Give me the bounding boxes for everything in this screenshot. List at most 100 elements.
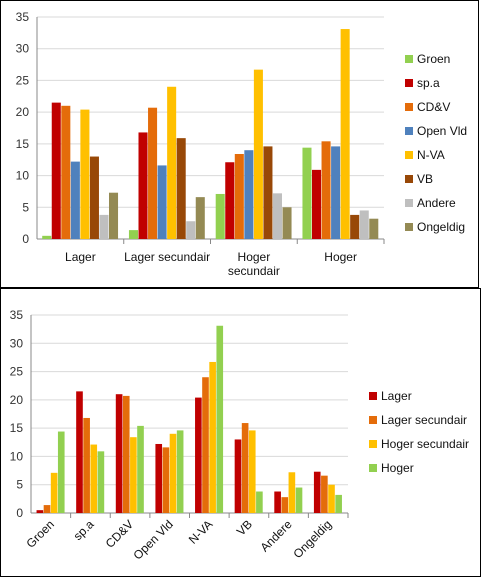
bar-ongeldig-lager-secundair <box>321 475 328 513</box>
bar-lager-cdandv <box>61 105 71 239</box>
y-tick-label: 25 <box>10 365 24 379</box>
chart-panel-by-party: 0 5 10 15 20 25 30 35 Groen sp.a CD&V Open Vld N-VA V… <box>0 288 481 577</box>
bar-hoger-sp-a <box>311 169 322 239</box>
legend-label-hoger-secundair: Hoger secundair <box>381 437 469 451</box>
bar-n-va-hoger-secundair <box>209 361 216 513</box>
bar-sp-a-lager-secundair <box>83 417 90 513</box>
chart-panel-by-education: 0 5 10 15 20 25 30 35 Lager Lager secundair Hoger s… <box>0 0 479 288</box>
bar-hoger-secundair-ongeldig <box>282 207 292 239</box>
bar-lager-n-va <box>80 109 90 239</box>
bar-hoger-secundair-sp-a <box>225 162 235 239</box>
x-tick-label: Groen <box>23 517 56 550</box>
bar-groen-hoger <box>57 431 65 513</box>
legend-swatch-vb <box>405 175 413 183</box>
bar-open-vld-hoger-secundair <box>169 433 177 513</box>
x-tick-label: Hoger <box>324 250 357 264</box>
bar-lager-groen <box>42 235 52 239</box>
y-tick-label: 15 <box>10 421 24 435</box>
bar-n-va-lager <box>195 397 202 513</box>
legend-label-hoger: Hoger <box>381 461 414 475</box>
bar-andere-hoger-secundair <box>288 472 296 513</box>
bar-lager-secundair-vb <box>176 138 186 239</box>
legend-label-andere: Andere <box>417 196 456 210</box>
bar-lager-secundair-open-vld <box>157 165 167 239</box>
y-tick-label: 20 <box>10 393 24 407</box>
x-tick-label: Lager <box>65 250 96 264</box>
x-tick-label: VB <box>234 517 255 538</box>
bar-lager-vb <box>89 156 99 239</box>
legend-swatch-ongeldig <box>405 223 413 231</box>
y-tick-label: 10 <box>10 449 24 463</box>
bar-sp-a-hoger-secundair <box>90 444 98 513</box>
bar-vb-lager <box>234 439 242 513</box>
legend-label-lager-secundair: Lager secundair <box>381 413 467 427</box>
bar-hoger-andere <box>359 210 369 239</box>
y-tick-label: 5 <box>16 478 23 492</box>
y-tick-label: 15 <box>16 137 30 151</box>
legend-label-ongeldig: Ongeldig <box>417 220 465 234</box>
bar-hoger-secundair-n-va <box>253 69 263 239</box>
bar-lager-andere <box>99 214 109 239</box>
legend-label-groen: Groen <box>417 52 450 66</box>
legend-swatch-cdandv <box>405 103 413 111</box>
legend-swatch-lager-secundair <box>369 416 377 424</box>
y-tick-label: 30 <box>16 42 30 56</box>
legend-swatch-hoger-secundair <box>369 440 377 448</box>
bar-hoger-secundair-open-vld <box>244 150 254 239</box>
bar-groen-lager <box>36 510 44 513</box>
x-tick-label: Andere <box>257 517 294 554</box>
bar-hoger-ongeldig <box>369 218 379 239</box>
bar-n-va-lager-secundair <box>202 377 209 513</box>
bar-andere-hoger <box>295 487 303 513</box>
bar-hoger-secundair-groen <box>215 193 225 239</box>
x-tick-label: sp.a <box>71 517 97 543</box>
bar-cdandv-lager <box>115 394 123 513</box>
y-tick-label: 35 <box>16 10 30 24</box>
bar-hoger-cdandv <box>321 141 331 239</box>
legend-swatch-hoger <box>369 464 377 472</box>
bar-sp-a-hoger <box>97 451 105 513</box>
legend-label-n-va: N-VA <box>417 148 445 162</box>
legend-swatch-sp-a <box>405 79 413 87</box>
bar-hoger-secundair-andere <box>272 193 283 239</box>
x-tick-label: Ongeldig <box>290 517 334 561</box>
bar-lager-secundair-groen <box>128 230 138 239</box>
legend-swatch-n-va <box>405 151 413 159</box>
y-tick-label: 0 <box>22 232 29 246</box>
legend-label-lager: Lager <box>381 389 412 403</box>
y-tick-label: 25 <box>16 73 30 87</box>
legend-label-vb: VB <box>417 172 433 186</box>
bar-vb-hoger <box>256 491 263 513</box>
x-tick-label: N-VA <box>186 517 216 547</box>
bar-lager-secundair-ongeldig <box>195 197 205 239</box>
bar-hoger-vb <box>350 214 360 239</box>
bar-hoger-open-vld <box>331 146 341 239</box>
y-tick-label: 30 <box>10 336 24 350</box>
bar-lager-sp-a <box>51 102 61 239</box>
bar-ongeldig-lager <box>313 471 321 513</box>
x-tick-label: Hoger <box>238 250 271 264</box>
bar-andere-lager <box>274 491 281 513</box>
legend-label-cdandv: CD&V <box>417 100 450 114</box>
bar-cdandv-lager-secundair <box>122 395 130 513</box>
bar-lager-secundair-andere <box>186 221 196 239</box>
y-tick-label: 5 <box>22 200 29 214</box>
bar-groen-lager-secundair <box>43 505 51 513</box>
bar-vb-lager-secundair <box>241 423 249 513</box>
x-tick-label: Lager secundair <box>124 250 210 264</box>
y-tick-label: 10 <box>16 169 30 183</box>
legend-swatch-lager <box>369 392 377 400</box>
bar-cdandv-hoger-secundair <box>130 437 137 513</box>
x-tick-label: CD&V <box>103 517 136 550</box>
bar-open-vld-lager <box>155 443 163 513</box>
bar-vb-hoger-secundair <box>248 430 256 513</box>
legend-swatch-andere <box>405 199 413 207</box>
bar-sp-a-lager <box>76 391 83 513</box>
bar-groen-hoger-secundair <box>50 472 58 513</box>
bar-cdandv-hoger <box>137 425 144 513</box>
bar-n-va-hoger <box>216 325 224 513</box>
bar-hoger-secundair-cdandv <box>234 154 244 239</box>
bar-ongeldig-hoger-secundair <box>328 484 335 513</box>
bar-lager-open-vld <box>70 161 80 239</box>
bar-lager-ongeldig <box>109 192 119 239</box>
